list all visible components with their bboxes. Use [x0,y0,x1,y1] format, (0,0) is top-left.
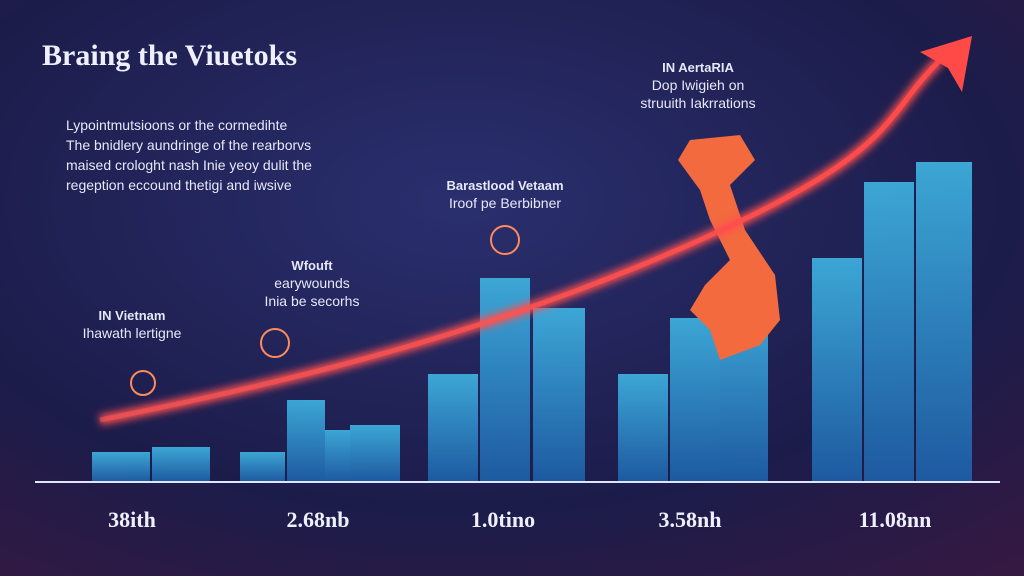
intro-line: maised crologht nash Inie yeoy dulit the [66,157,312,173]
milestone-label: 2.68nb [287,507,350,532]
milestone-label: 11.08nn [859,507,932,532]
bars [92,162,972,482]
icons [130,225,520,396]
annotation-line: Inia be secorhs [265,293,360,309]
milestone-label: 1.0tino [471,507,535,532]
annotation-line: IN AertaRIA [662,60,734,75]
trend-arrow [99,58,942,423]
intro-line: The bnidlery aundringe of the rearborvs [66,137,311,153]
milestone-label: 38ith [108,507,156,532]
annotation-line: earywounds [274,275,350,291]
annotation-line: Ihawath lertigne [83,325,182,341]
map-shape [678,135,780,360]
intro-line: regeption eccound thetigi and iwsive [66,177,292,193]
annotation-line: Barastlood Vetaam [446,178,563,193]
annotation-line: struuith Iakrrations [640,95,755,111]
annotation-line: Wfouft [291,258,333,273]
annotation-line: Iroof pe Berbibner [449,195,561,211]
annotation-line: Dop Iwigieh on [652,77,745,93]
arrow-head [920,36,972,92]
title: Braing the Viuetoks [42,39,297,72]
annotation-line: IN Vietnam [99,308,166,323]
milestone-label: 3.58nh [659,507,722,532]
intro-line: Lypointmutsioons or the cormedihte [66,117,287,133]
